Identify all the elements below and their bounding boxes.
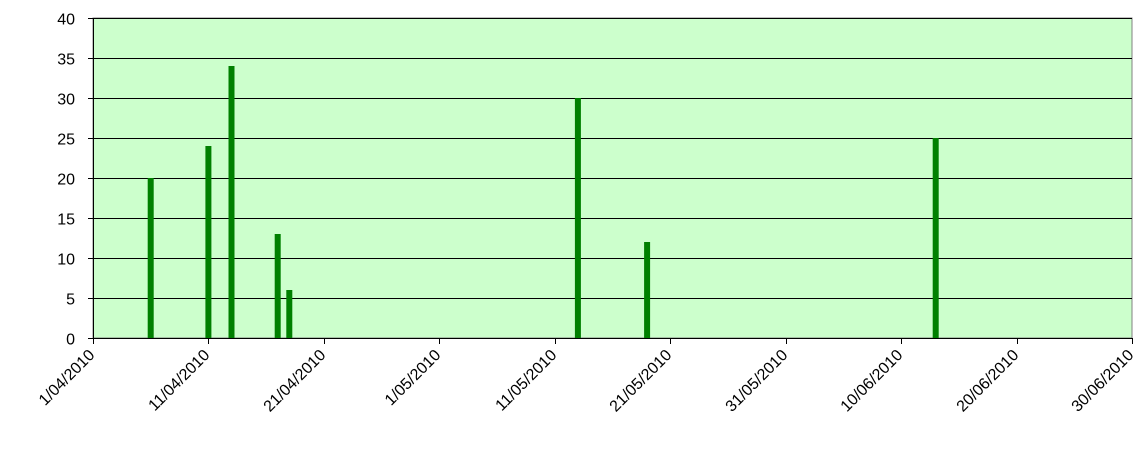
bar	[574, 98, 581, 338]
x-tick-label: 1/05/2010	[382, 347, 444, 409]
y-tick-label: 20	[57, 172, 75, 189]
axes	[93, 18, 1132, 339]
x-tick-label: 11/05/2010	[493, 347, 561, 415]
y-tick-label: 30	[57, 92, 75, 109]
y-tick-label: 25	[57, 132, 75, 149]
bars	[147, 66, 939, 338]
gridlines	[93, 18, 1132, 299]
x-tick-label: 30/06/2010	[1069, 347, 1138, 416]
x-tick-label: 1/04/2010	[36, 347, 98, 409]
x-tick-label: 31/05/2010	[723, 347, 792, 416]
bar	[644, 242, 651, 338]
bar	[286, 290, 293, 338]
bar	[274, 234, 281, 338]
y-tick-label: 40	[57, 12, 75, 29]
y-tick-label: 10	[57, 252, 75, 269]
y-tick-label: 15	[57, 212, 75, 229]
bar	[205, 146, 212, 338]
bar	[932, 138, 939, 338]
y-tick-label: 35	[57, 52, 75, 69]
x-tick-label: 21/04/2010	[261, 347, 330, 416]
x-tick-label: 20/06/2010	[954, 347, 1023, 416]
y-tick-label: 5	[66, 292, 75, 309]
x-tick-label: 10/06/2010	[838, 347, 907, 416]
x-tick-label: 11/04/2010	[146, 347, 214, 415]
y-axis-tick-labels: 0 5 10 15 20 25 30 35 40	[57, 12, 93, 349]
y-tick-label: 0	[66, 332, 75, 349]
bar	[228, 66, 235, 338]
bar	[147, 178, 154, 338]
x-axis-tick-labels: 1/04/2010 11/04/2010 21/04/2010 1/05/2010 11…	[36, 338, 1137, 415]
x-tick-label: 21/05/2010	[607, 347, 676, 416]
